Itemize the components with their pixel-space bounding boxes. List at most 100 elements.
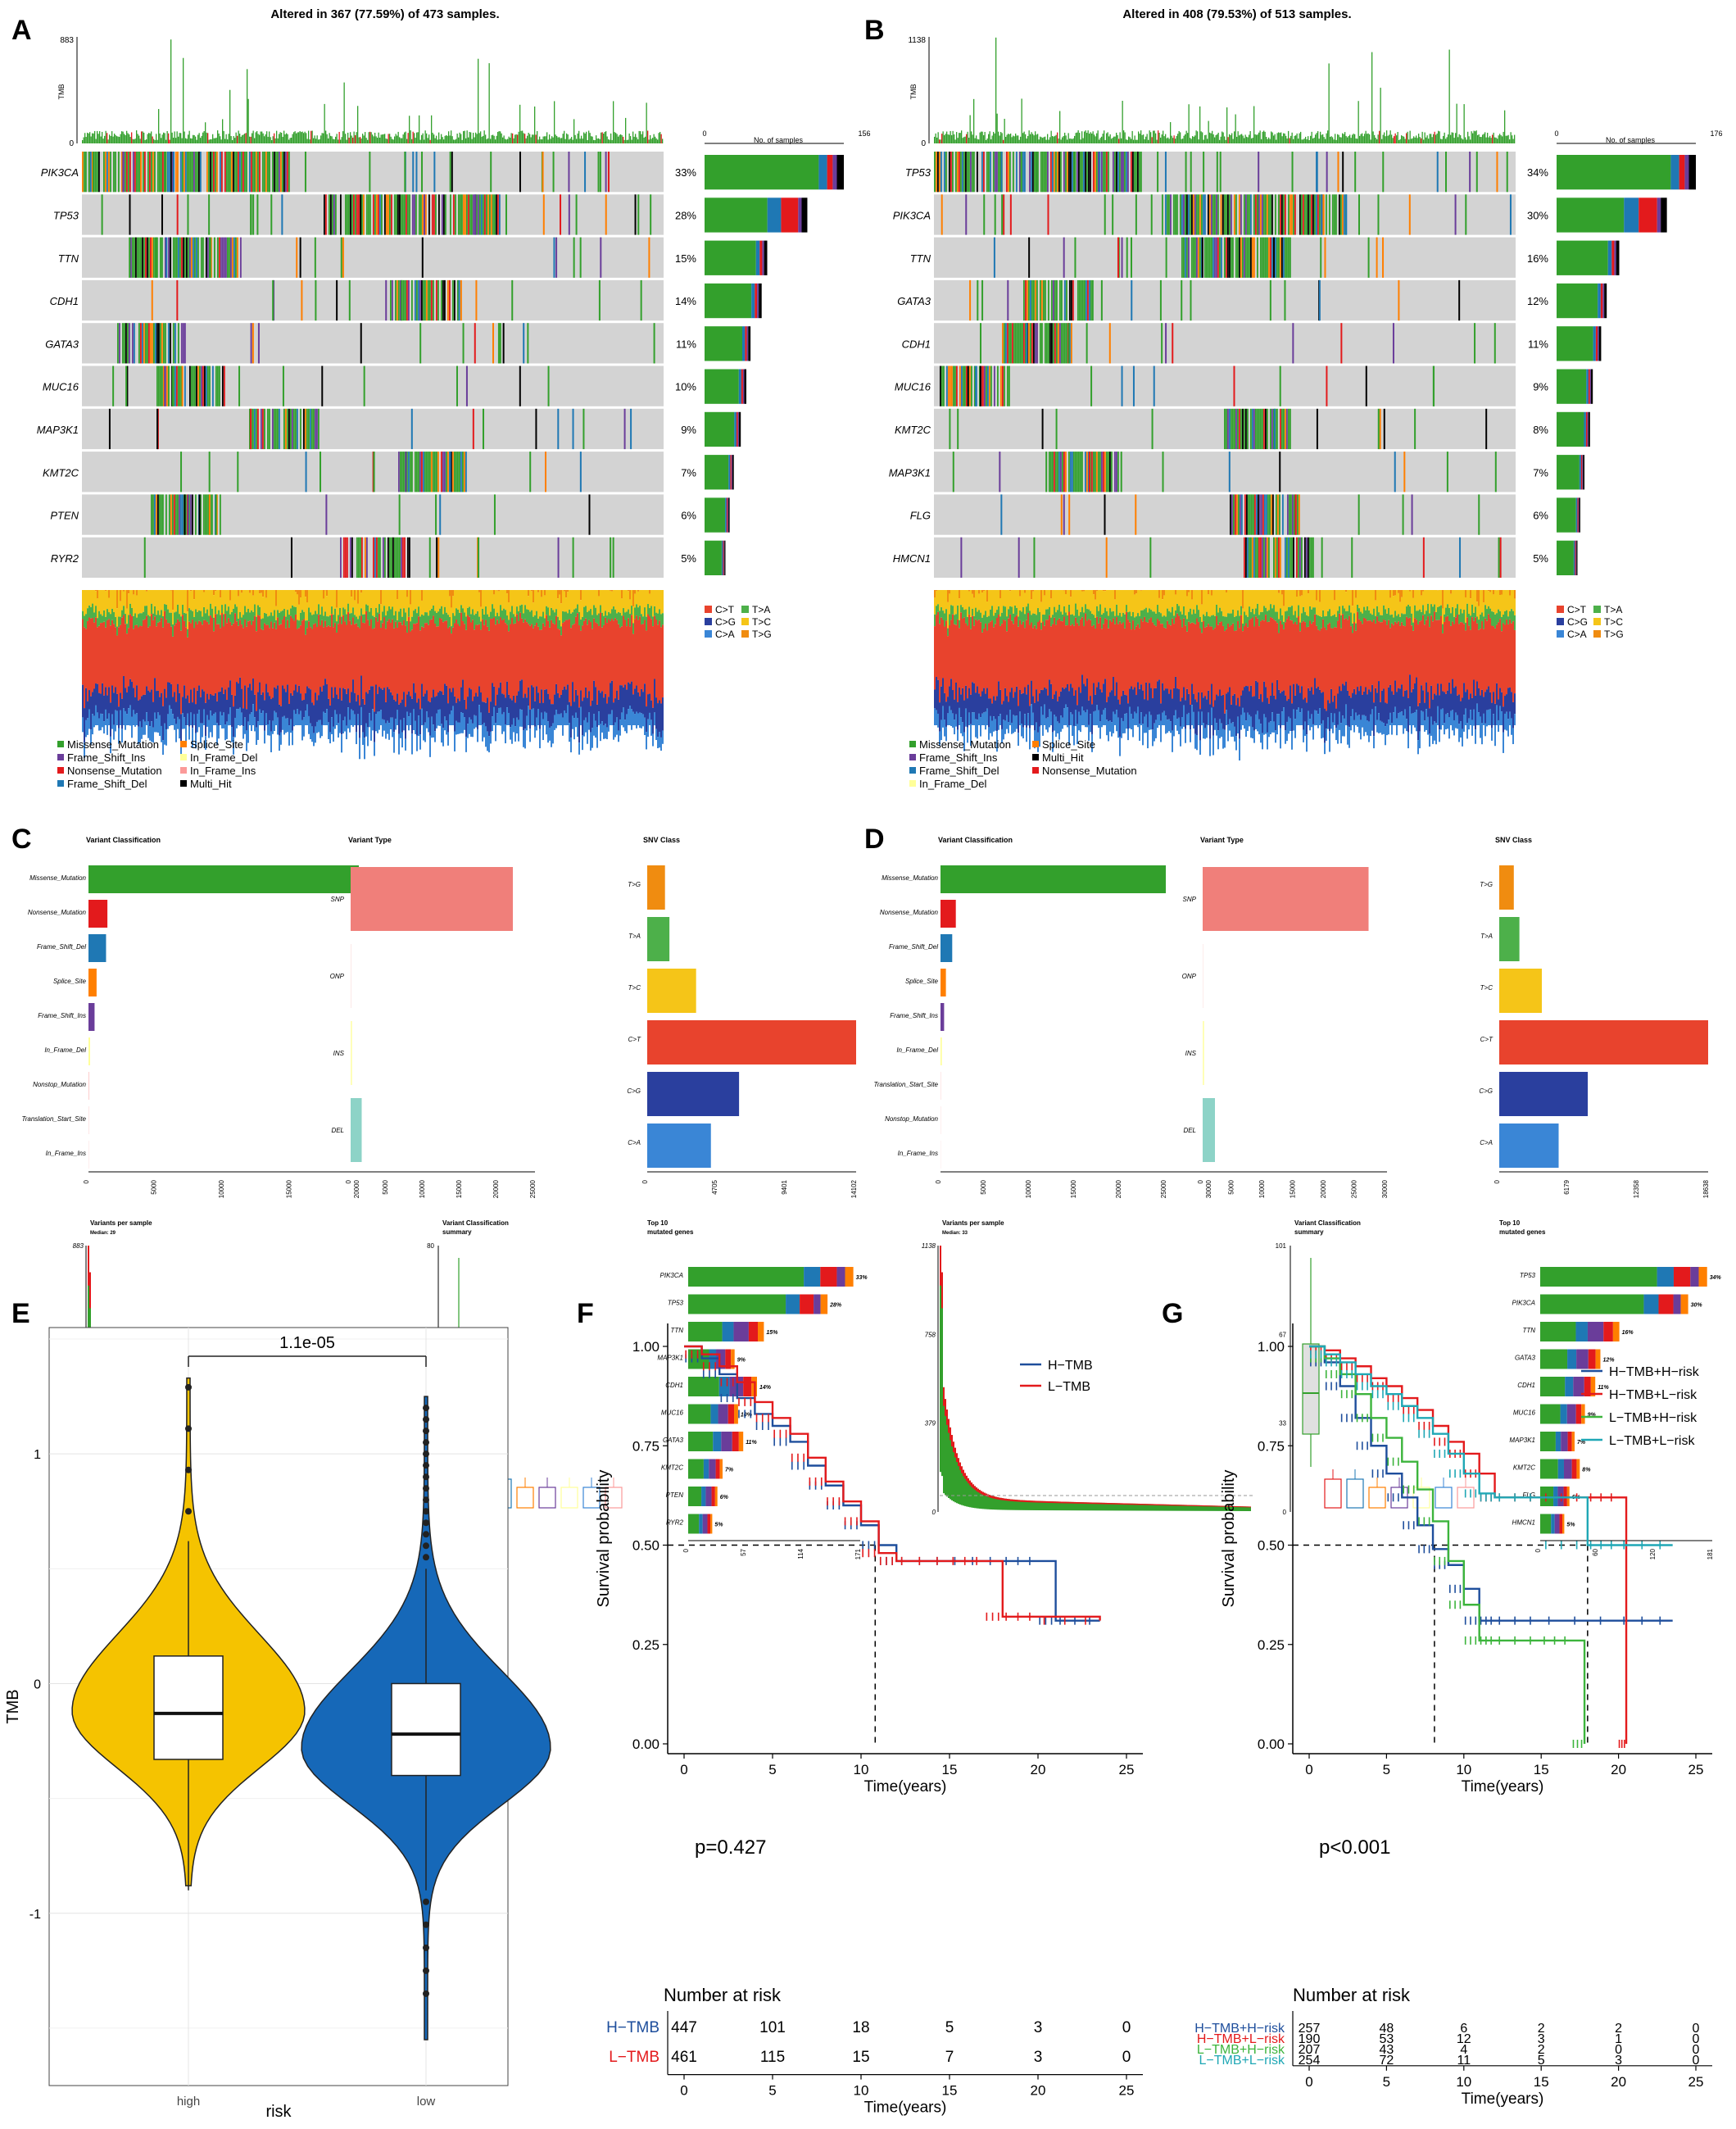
tmb-bar <box>1339 137 1341 143</box>
tmb-bar <box>365 138 367 143</box>
tmb-bar <box>996 113 998 143</box>
sample-bar-seg <box>1557 369 1587 404</box>
titv-seg <box>362 698 364 733</box>
mutation-cell <box>1318 279 1321 321</box>
mutation-cell <box>1268 537 1270 578</box>
titv-seg <box>262 590 264 597</box>
tmb-bar <box>1347 137 1348 143</box>
titv-seg <box>349 613 351 621</box>
panel-letter-C: C <box>11 824 32 855</box>
titv-seg <box>557 692 559 715</box>
tmb-bar <box>1489 135 1491 143</box>
tmb-bar <box>127 133 129 143</box>
titv-seg <box>950 710 952 727</box>
titv-seg <box>282 685 283 717</box>
tmb-bar <box>981 131 983 143</box>
mutation-cell <box>1122 152 1124 193</box>
tmb-bar <box>637 139 639 143</box>
mutation-cell <box>211 152 213 193</box>
mutation-cell <box>1066 323 1067 364</box>
titv-seg <box>577 604 578 614</box>
mutation-cell <box>1157 152 1159 193</box>
tmb-bar <box>576 138 578 143</box>
mutation-cell <box>340 194 342 235</box>
titv-seg <box>213 631 215 696</box>
sample-bar-seg <box>1557 240 1608 275</box>
titv-seg <box>434 611 436 624</box>
titv-seg <box>115 590 116 617</box>
titv-seg <box>537 592 539 619</box>
tmb-bar <box>1406 133 1407 143</box>
mutation-cell <box>1278 194 1280 235</box>
titv-seg <box>320 590 321 615</box>
titv-seg <box>603 697 605 726</box>
titv-seg <box>300 597 301 613</box>
mutation-cell <box>280 152 282 193</box>
mutation-cell <box>1028 279 1030 321</box>
tmb-bar <box>412 131 414 143</box>
titv-seg <box>359 705 360 738</box>
mutation-cell <box>169 152 170 193</box>
titv-seg <box>536 623 537 687</box>
titv-seg <box>100 713 102 731</box>
tmb-bar <box>233 136 234 143</box>
titv-seg <box>662 697 664 731</box>
titv-seg <box>341 590 342 617</box>
titv-seg <box>631 615 632 682</box>
mutation-cell <box>1023 323 1025 364</box>
tmb-bar <box>1283 133 1285 143</box>
mutation-cell <box>1057 452 1058 493</box>
tmb-bar <box>522 130 524 143</box>
titv-seg <box>282 590 283 611</box>
mutation-cell <box>215 494 217 535</box>
titv-seg <box>569 701 570 724</box>
titv-seg <box>610 613 611 621</box>
titv-seg <box>564 611 565 622</box>
titv-seg <box>103 721 105 734</box>
titv-seg <box>356 616 357 624</box>
titv-seg <box>447 703 449 733</box>
tmb-bar <box>465 138 467 143</box>
titv-seg <box>180 616 182 631</box>
titv-seg <box>234 717 236 738</box>
mutation-cell <box>979 323 981 364</box>
titv-seg <box>480 629 482 693</box>
tmb-bar <box>367 139 369 143</box>
titv-seg <box>421 626 423 684</box>
tmb-bar <box>1261 138 1262 143</box>
titv-seg <box>88 617 90 691</box>
tmb-bar <box>244 134 246 143</box>
titv-seg <box>251 690 252 713</box>
titv-seg <box>159 715 161 737</box>
titv-seg <box>102 615 103 624</box>
tmb-bar <box>1413 136 1415 143</box>
tmb-bar <box>1345 135 1347 143</box>
titv-seg <box>1011 606 1013 621</box>
titv-seg <box>460 590 462 606</box>
tmb-bar <box>1266 137 1267 143</box>
titv-seg <box>988 727 990 740</box>
titv-seg <box>313 614 315 624</box>
titv-seg <box>324 590 326 612</box>
mutation-cell <box>950 152 952 193</box>
titv-seg <box>403 590 405 609</box>
mutation-cell <box>1212 194 1214 235</box>
tmb-bar <box>114 134 116 143</box>
tmb-bar <box>458 137 460 143</box>
titv-seg <box>959 620 960 629</box>
titv-seg <box>206 609 208 622</box>
titv-seg <box>87 590 88 609</box>
titv-seg <box>218 610 220 624</box>
mutation-cell <box>172 152 174 193</box>
tmb-bar <box>1239 135 1240 143</box>
mutation-cell <box>1040 279 1041 321</box>
panel-letter-B: B <box>864 15 885 46</box>
titv-seg <box>324 620 326 679</box>
mutation-cell <box>433 194 435 235</box>
titv-seg <box>364 614 365 624</box>
titv-seg <box>1006 590 1008 617</box>
titv-seg <box>202 616 203 625</box>
mutation-cell <box>1224 194 1226 235</box>
tmb-bar <box>492 134 494 143</box>
mutation-cell <box>220 152 221 193</box>
